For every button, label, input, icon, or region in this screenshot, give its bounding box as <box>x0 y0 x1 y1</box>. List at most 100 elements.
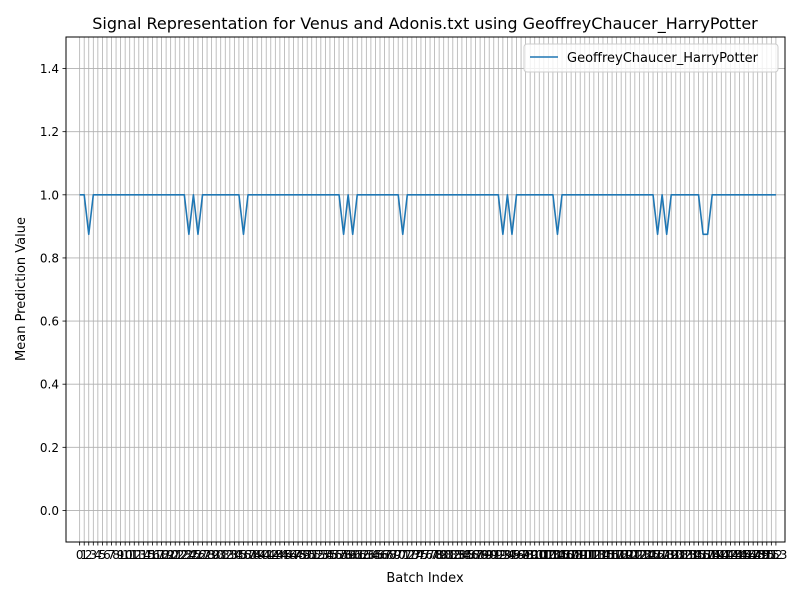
x-tick-label: 61 <box>350 548 365 562</box>
x-tick-label: 130 <box>660 548 683 562</box>
x-tick-label: 151 <box>755 548 778 562</box>
x-tick-label: 15 <box>140 548 155 562</box>
x-tick-label: 94 <box>500 548 515 562</box>
x-axis-label: Batch Index <box>386 571 464 586</box>
x-tick-label: 25 <box>186 548 201 562</box>
x-tick-label: 149 <box>746 548 769 562</box>
x-tick-label: 62 <box>354 548 369 562</box>
x-tick-label: 79 <box>432 548 447 562</box>
x-tick-label: 89 <box>477 548 492 562</box>
x-tick-label: 46 <box>281 548 296 562</box>
x-tick-label: 133 <box>673 548 696 562</box>
y-tick-label: 1.2 <box>40 125 59 139</box>
x-tick-label: 43 <box>268 548 283 562</box>
x-tick-label: 140 <box>705 548 728 562</box>
x-tick-label: 29 <box>204 548 219 562</box>
x-tick-label: 120 <box>614 548 637 562</box>
x-tick-label: 51 <box>304 548 319 562</box>
x-tick-label: 112 <box>578 548 601 562</box>
x-tick-label: 32 <box>218 548 233 562</box>
x-tick-label: 124 <box>632 548 655 562</box>
x-tick-label: 30 <box>209 548 224 562</box>
x-tick-label: 19 <box>158 548 173 562</box>
legend-box <box>523 43 779 73</box>
x-tick-label: 48 <box>290 548 305 562</box>
series-layer <box>79 194 776 236</box>
x-tick-label: 96 <box>509 548 524 562</box>
x-tick-label: 35 <box>231 548 246 562</box>
y-tick-label: 0.0 <box>40 504 59 518</box>
legend-label: GeoffreyChaucer_HarryPotter <box>567 51 759 66</box>
x-tick-label: 23 <box>177 548 192 562</box>
x-tick-label: 47 <box>286 548 301 562</box>
x-tick-label: 12 <box>127 548 142 562</box>
x-tick-label: 145 <box>728 548 751 562</box>
x-tick-label: 123 <box>628 548 651 562</box>
x-tick-label: 127 <box>646 548 669 562</box>
x-tick-label: 87 <box>468 548 483 562</box>
x-tick-label: 78 <box>427 548 442 562</box>
x-tick-label: 68 <box>381 548 396 562</box>
x-tick-label: 148 <box>742 548 765 562</box>
x-tick-label: 118 <box>605 548 628 562</box>
x-tick-label: 16 <box>145 548 160 562</box>
x-tick-label: 142 <box>714 548 737 562</box>
x-tick-label: 128 <box>651 548 674 562</box>
x-tick-label: 8 <box>112 548 120 562</box>
y-tick-label: 1.0 <box>40 188 59 202</box>
x-tick-label: 95 <box>504 548 519 562</box>
x-tick-label: 38 <box>245 548 260 562</box>
x-tick-label: 28 <box>199 548 214 562</box>
x-tick-label: 117 <box>601 548 624 562</box>
x-tick-label: 138 <box>696 548 719 562</box>
x-tick-label: 114 <box>587 548 610 562</box>
x-tick-label: 11 <box>122 548 137 562</box>
x-tick-label: 27 <box>195 548 210 562</box>
y-gridlines <box>66 68 785 511</box>
x-tick-label: 71 <box>395 548 410 562</box>
x-tick-label: 4 <box>94 548 102 562</box>
y-axis-label: Mean Prediction Value <box>14 217 29 361</box>
x-tick-label: 144 <box>723 548 746 562</box>
x-tick-label: 5 <box>99 548 107 562</box>
series-line <box>79 194 776 236</box>
x-tick-label: 60 <box>345 548 360 562</box>
x-tick-label: 122 <box>623 548 646 562</box>
x-tick-label: 102 <box>532 548 555 562</box>
x-tick-label: 139 <box>701 548 724 562</box>
x-tick-label: 10 <box>118 548 133 562</box>
x-tick-label: 80 <box>436 548 451 562</box>
x-tick-label: 105 <box>546 548 569 562</box>
x-tick-label: 21 <box>168 548 183 562</box>
x-tick-label: 73 <box>404 548 419 562</box>
x-tick-label: 101 <box>528 548 551 562</box>
x-tick-label: 70 <box>391 548 406 562</box>
x-tick-label: 14 <box>136 548 151 562</box>
x-tick-label: 113 <box>582 548 605 562</box>
x-tick-label: 66 <box>372 548 387 562</box>
x-tick-label: 0 <box>76 548 84 562</box>
x-tick-label: 82 <box>445 548 460 562</box>
x-tick-label: 100 <box>523 548 546 562</box>
x-tick-label: 104 <box>541 548 564 562</box>
x-tick-label: 147 <box>737 548 760 562</box>
x-tick-label: 31 <box>213 548 228 562</box>
x-tick-label: 116 <box>596 548 619 562</box>
x-tick-label: 92 <box>491 548 506 562</box>
x-tick-label: 63 <box>359 548 374 562</box>
x-tick-label: 153 <box>764 548 787 562</box>
x-tick-label: 86 <box>463 548 478 562</box>
x-tick-label: 42 <box>263 548 278 562</box>
x-tick-label: 26 <box>190 548 205 562</box>
x-tick-label: 59 <box>340 548 355 562</box>
x-tick-label: 131 <box>664 548 687 562</box>
x-tick-label: 36 <box>236 548 251 562</box>
x-tick-label: 103 <box>537 548 560 562</box>
x-tick-label: 33 <box>222 548 237 562</box>
y-tick-label: 0.6 <box>40 315 59 329</box>
x-tick-label: 7 <box>108 548 116 562</box>
chart-title: Signal Representation for Venus and Adon… <box>92 14 758 34</box>
x-tick-label: 22 <box>172 548 187 562</box>
